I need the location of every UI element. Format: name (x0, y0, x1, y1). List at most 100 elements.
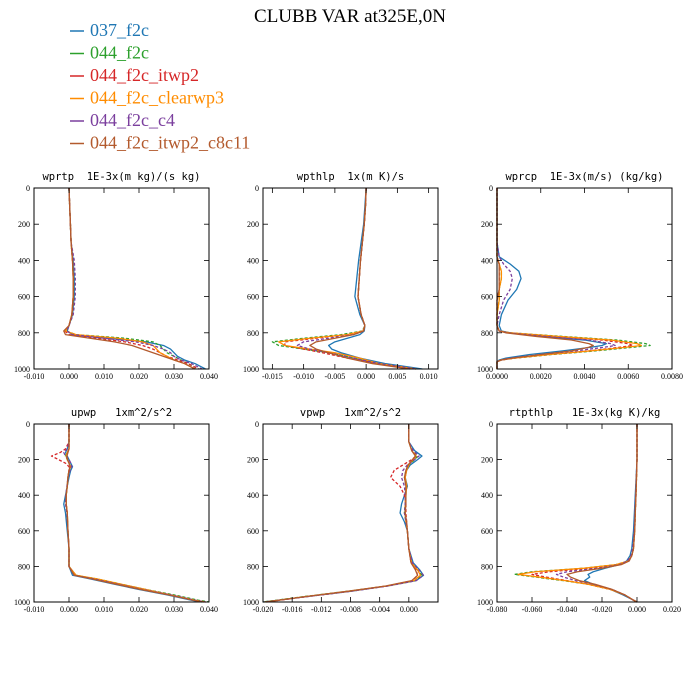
y-tick-label: 1000 (243, 365, 259, 374)
x-tick-label: -0.010 (24, 372, 45, 381)
panel-1: wprtp 1E-3x(m kg)/(s kg) -0.010 0.000 0.010… (14, 171, 218, 381)
x-tick-label: 0.020 (130, 605, 148, 614)
panel-2: wpthlp 1x(m K)/s -0.015 -0.010 -0.005 0.000 0… (243, 171, 439, 381)
series-line-1 (583, 424, 638, 603)
panel-3: wprcp 1E-3x(m/s) (kg/kg) 0.0000 0.0020 0.00… (477, 171, 683, 381)
x-tick-label: 0.000 (628, 605, 646, 614)
series-line-4 (65, 424, 206, 603)
y-tick-label: 800 (18, 329, 30, 338)
x-tick-label: 0.000 (60, 372, 78, 381)
y-tick-label: 0 (255, 420, 259, 429)
legend-entry: 044_f2c_itwp2_c8c11 (70, 133, 250, 153)
series-line-3 (531, 424, 638, 603)
series-line-2 (64, 424, 210, 603)
y-tick-label: 800 (481, 562, 493, 571)
x-tick-label: 0.020 (663, 605, 681, 614)
plot-frame (496, 187, 673, 370)
plot-frame (33, 423, 210, 603)
panel-4: upwp 1xm^2/s^2 -0.010 0.000 0.010 0.020 0.030… (14, 407, 218, 614)
series-line-4 (64, 187, 196, 370)
y-tick-label: 800 (18, 562, 30, 571)
plot-frame (262, 187, 439, 370)
panels: wprtp 1E-3x(m kg)/(s kg) -0.010 0.000 0.010… (14, 171, 683, 614)
y-tick-label: 1000 (243, 598, 259, 607)
y-tick-label: 400 (247, 256, 259, 265)
series-line-1 (63, 424, 203, 603)
y-tick-label: 600 (481, 527, 493, 536)
y-tick-label: 200 (481, 220, 493, 229)
x-tick-label: -0.080 (487, 605, 508, 614)
x-tick-label: -0.005 (325, 372, 346, 381)
x-tick-label: -0.040 (557, 605, 578, 614)
x-tick-label: -0.008 (340, 605, 361, 614)
x-tick-label: -0.012 (311, 605, 332, 614)
series-line-5 (264, 424, 425, 603)
y-tick-label: 0 (489, 420, 493, 429)
legend-label: 044_f2c_itwp2_c8c11 (90, 133, 250, 153)
panel-6: rtpthlp 1E-3x(kg K)/kg -0.080 -0.060 -0.040… (477, 407, 681, 614)
y-tick-label: 0 (255, 184, 259, 193)
series-line-6 (496, 188, 594, 369)
x-tick-label: 0.010 (420, 372, 438, 381)
plot-frame (33, 187, 210, 370)
x-tick-label: 0.0040 (574, 372, 596, 381)
y-tick-label: 200 (247, 220, 259, 229)
y-tick-label: 400 (481, 256, 493, 265)
series-line-4 (277, 187, 417, 370)
x-tick-label: 0.020 (130, 372, 148, 381)
y-tick-label: 800 (247, 562, 259, 571)
panel-5: vpwp 1xm^2/s^2 -0.020 -0.016 -0.012 -0.008 -0… (243, 407, 439, 614)
y-tick-label: 1000 (14, 598, 30, 607)
series-line-2 (271, 187, 417, 370)
x-tick-label: 0.030 (165, 372, 183, 381)
x-tick-label: 0.000 (60, 605, 78, 614)
series-line-3 (284, 187, 417, 370)
x-tick-label: 0.0000 (486, 372, 508, 381)
y-tick-label: 800 (247, 329, 259, 338)
legend-entry: 044_f2c_c4 (70, 110, 175, 130)
figure-title: CLUBB VAR at325E,0N (254, 6, 446, 27)
x-tick-label: -0.016 (282, 605, 303, 614)
x-tick-label: -0.015 (262, 372, 283, 381)
y-tick-label: 600 (247, 527, 259, 536)
legend-entry: 037_f2c (70, 20, 149, 40)
series-line-1 (327, 187, 423, 370)
x-tick-label: 0.0080 (661, 372, 683, 381)
y-tick-label: 200 (247, 456, 259, 465)
y-tick-label: 400 (18, 256, 30, 265)
y-tick-label: 200 (18, 456, 30, 465)
x-tick-label: 0.0060 (617, 372, 639, 381)
y-tick-label: 0 (26, 184, 30, 193)
series-line-6 (63, 187, 196, 370)
x-tick-label: 0.040 (200, 372, 218, 381)
x-tick-label: 0.010 (95, 372, 113, 381)
legend-label: 044_f2c_itwp2 (90, 65, 199, 85)
series-line-6 (309, 187, 410, 370)
x-tick-label: -0.060 (522, 605, 543, 614)
y-tick-label: 1000 (14, 365, 30, 374)
y-tick-label: 1000 (477, 598, 493, 607)
panel-title: upwp 1xm^2/s^2 (71, 407, 172, 419)
y-tick-label: 600 (18, 527, 30, 536)
series-line-4 (496, 188, 643, 369)
x-tick-label: -0.004 (369, 605, 390, 614)
series-line-3 (266, 424, 419, 603)
series-line-5 (496, 188, 616, 369)
legend-label: 044_f2c_c4 (90, 110, 175, 130)
panel-title: wpthlp 1x(m K)/s (297, 171, 404, 183)
x-tick-label: -0.020 (253, 605, 274, 614)
legend-label: 044_f2c_clearwp3 (90, 88, 224, 108)
legend-label: 044_f2c (90, 43, 149, 63)
x-tick-label: -0.010 (24, 605, 45, 614)
series-line-5 (66, 187, 203, 370)
x-tick-label: 0.000 (357, 372, 375, 381)
series-line-6 (566, 424, 638, 603)
y-tick-label: 0 (489, 184, 493, 193)
series-line-6 (65, 424, 204, 603)
legend-entry: 044_f2c_clearwp3 (70, 88, 224, 108)
series-line-6 (265, 424, 419, 603)
y-tick-label: 200 (481, 456, 493, 465)
series-line-4 (517, 424, 638, 603)
